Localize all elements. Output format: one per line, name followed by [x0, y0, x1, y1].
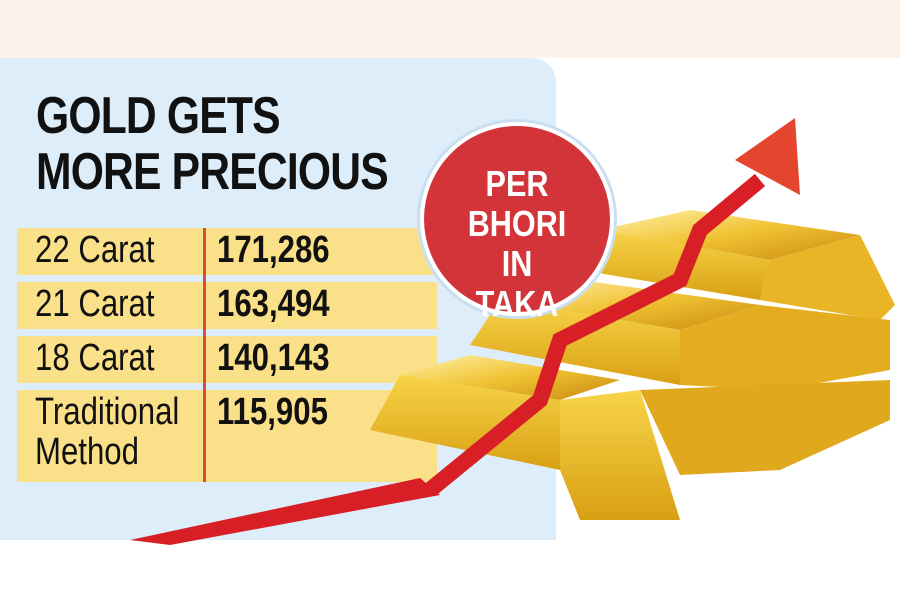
price-value: 171,286 [217, 229, 330, 271]
carat-label: Traditional Method [35, 391, 180, 473]
unit-badge: PER BHORI IN TAKA [420, 122, 614, 324]
price-value: 115,905 [217, 391, 328, 433]
bottom-background [0, 540, 900, 600]
price-value: 163,494 [217, 283, 330, 325]
arrow-ribbon [130, 478, 440, 545]
table-row: 18 Carat 140,143 [17, 336, 437, 383]
gold-bar [580, 210, 895, 320]
table-row: Traditional Method 115,905 [17, 390, 437, 482]
arrow-head-icon [735, 118, 800, 195]
top-background [0, 0, 900, 58]
carat-label: 22 Carat [35, 229, 155, 271]
unit-badge-text: PER BHORI IN TAKA [467, 163, 567, 324]
table-row: 21 Carat 163,494 [17, 282, 437, 329]
arrow-ribbon [424, 173, 766, 497]
gold-bar [370, 355, 890, 520]
headline: GOLD GETS MORE PRECIOUS [36, 87, 389, 201]
column-divider [203, 228, 206, 482]
price-value: 140,143 [217, 337, 330, 379]
carat-label: 21 Carat [35, 283, 155, 325]
carat-label: 18 Carat [35, 337, 155, 379]
table-row: 22 Carat 171,286 [17, 228, 437, 275]
